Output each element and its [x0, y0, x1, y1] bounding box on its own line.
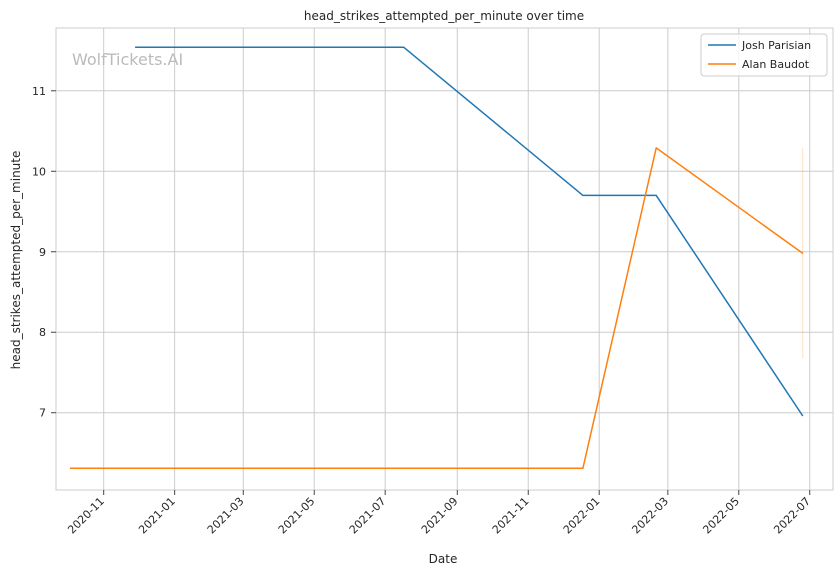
series-line-josh-parisian [135, 46, 804, 417]
chart-title: head_strikes_attempted_per_minute over t… [304, 9, 584, 23]
y-tick-label: 10 [32, 165, 46, 178]
y-tick-label: 7 [39, 407, 46, 420]
watermark: WolfTickets.AI [72, 50, 183, 69]
grid-layer [56, 28, 833, 490]
series-line-alan-baudot [70, 147, 804, 470]
series-layer [70, 46, 804, 470]
plot-frame [55, 27, 834, 491]
y-axis-label: head_strikes_attempted_per_minute [9, 151, 23, 370]
y-tick-label: 11 [32, 85, 46, 98]
y-tick-label: 9 [39, 246, 46, 259]
legend: Josh Parisian Alan Baudot [700, 33, 828, 77]
y-tick-label: 8 [39, 326, 46, 339]
legend-label-alan-baudot: Alan Baudot [742, 58, 810, 71]
legend-label-josh-parisian: Josh Parisian [741, 39, 811, 52]
x-axis-label: Date [429, 552, 458, 566]
